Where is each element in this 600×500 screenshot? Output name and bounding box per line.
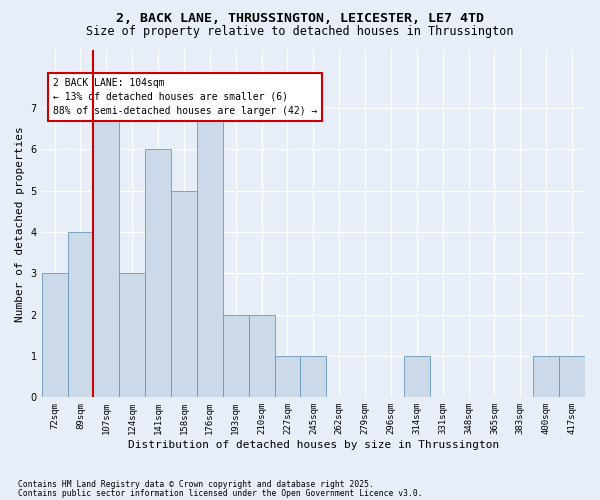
Bar: [404, 356, 430, 398]
Bar: [533, 356, 559, 398]
Bar: [68, 232, 94, 398]
Bar: [41, 274, 68, 398]
Text: Size of property relative to detached houses in Thrussington: Size of property relative to detached ho…: [86, 25, 514, 38]
Bar: [223, 314, 248, 398]
Text: Contains public sector information licensed under the Open Government Licence v3: Contains public sector information licen…: [18, 489, 422, 498]
Text: 2, BACK LANE, THRUSSINGTON, LEICESTER, LE7 4TD: 2, BACK LANE, THRUSSINGTON, LEICESTER, L…: [116, 12, 484, 26]
Bar: [119, 274, 145, 398]
Bar: [197, 108, 223, 398]
Y-axis label: Number of detached properties: Number of detached properties: [15, 126, 25, 322]
Bar: [275, 356, 301, 398]
Bar: [145, 149, 171, 398]
Bar: [559, 356, 585, 398]
Text: Contains HM Land Registry data © Crown copyright and database right 2025.: Contains HM Land Registry data © Crown c…: [18, 480, 374, 489]
X-axis label: Distribution of detached houses by size in Thrussington: Distribution of detached houses by size …: [128, 440, 499, 450]
Bar: [248, 314, 275, 398]
Bar: [301, 356, 326, 398]
Text: 2 BACK LANE: 104sqm
← 13% of detached houses are smaller (6)
88% of semi-detache: 2 BACK LANE: 104sqm ← 13% of detached ho…: [53, 78, 317, 116]
Bar: [94, 108, 119, 398]
Bar: [171, 190, 197, 398]
